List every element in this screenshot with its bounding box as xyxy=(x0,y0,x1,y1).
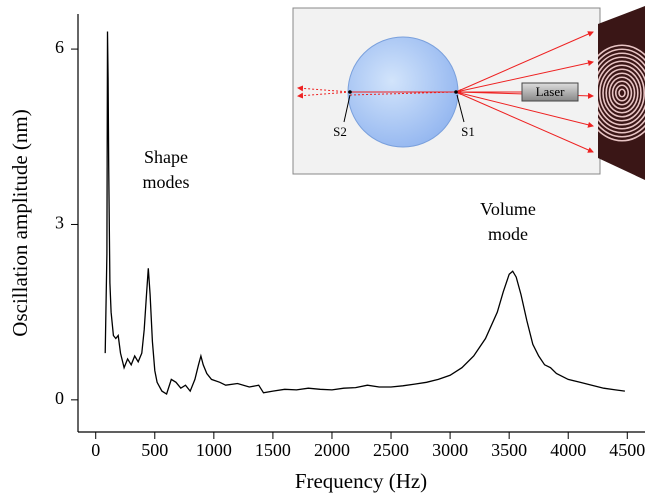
y-tick-label: 6 xyxy=(55,37,64,57)
y-tick-label: 3 xyxy=(55,213,64,233)
fringe-ring xyxy=(618,88,626,98)
x-tick-label: 0 xyxy=(91,440,100,460)
fringe-ring xyxy=(598,56,645,130)
x-tick-label: 500 xyxy=(141,440,168,460)
x-tick-label: 1500 xyxy=(255,440,291,460)
x-tick-label: 1000 xyxy=(196,440,232,460)
x-tick-label: 2500 xyxy=(373,440,409,460)
annotation: mode xyxy=(488,224,528,244)
x-tick-label: 2000 xyxy=(314,440,350,460)
y-tick-label: 0 xyxy=(55,388,64,408)
fringe-ring xyxy=(598,52,645,134)
x-tick-label: 3000 xyxy=(432,440,468,460)
fringe-ring xyxy=(614,84,629,102)
annotation: modes xyxy=(143,172,190,192)
fringe-ring xyxy=(605,72,639,114)
fringe-ring xyxy=(598,64,645,122)
x-axis-label: Frequency (Hz) xyxy=(295,469,427,493)
fringe-ring xyxy=(598,44,645,142)
fringe-ring xyxy=(608,76,636,110)
fringe-ring xyxy=(598,60,645,126)
x-tick-label: 3500 xyxy=(491,440,527,460)
fringe-ring xyxy=(611,80,633,106)
fringe-ring xyxy=(602,68,642,118)
fringe-ring xyxy=(598,48,645,138)
inset-label: S1 xyxy=(461,124,475,139)
annotation: Volume xyxy=(480,199,536,219)
y-axis-label: Oscillation amplitude (nm) xyxy=(8,109,32,336)
inset-label: S2 xyxy=(333,124,347,139)
annotation: Shape xyxy=(144,147,188,167)
x-tick-label: 4500 xyxy=(609,440,645,460)
data-line xyxy=(104,31,625,395)
inset xyxy=(292,6,645,180)
inset-label: Laser xyxy=(536,84,566,99)
x-tick-label: 4000 xyxy=(550,440,586,460)
